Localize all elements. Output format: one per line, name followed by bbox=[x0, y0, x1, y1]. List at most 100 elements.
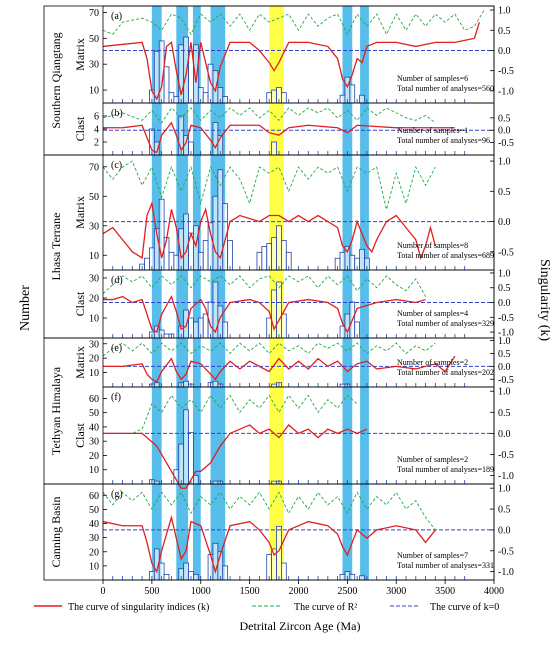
sample-type-label: Clast bbox=[73, 291, 87, 316]
group-label: Lhasa Terrane bbox=[49, 213, 63, 281]
histogram-bar bbox=[349, 84, 356, 104]
left-tick-label: 20 bbox=[89, 294, 99, 305]
r2-curve bbox=[102, 491, 436, 531]
right-tick-label: 0.0 bbox=[498, 126, 511, 137]
right-tick-label: -1.0 bbox=[498, 567, 514, 578]
r2-curve bbox=[102, 9, 485, 36]
histogram-bar bbox=[227, 240, 233, 271]
histogram-bar bbox=[183, 213, 189, 271]
left-tick-label: 70 bbox=[89, 162, 99, 173]
right-tick-label: 0.0 bbox=[498, 362, 511, 373]
histogram-bar bbox=[193, 225, 199, 271]
left-tick-label: 10 bbox=[89, 561, 99, 572]
histogram-bar bbox=[222, 203, 229, 271]
histogram-bar bbox=[280, 313, 287, 339]
histogram-bar bbox=[359, 248, 365, 271]
sample-type-label: Matrix bbox=[73, 196, 87, 229]
right-tick-label: 0.5 bbox=[498, 283, 511, 294]
histogram-bar bbox=[212, 542, 219, 581]
left-tick-label: 30 bbox=[89, 221, 99, 232]
group-label: Southern Qiangtang bbox=[49, 32, 63, 128]
left-tick-label: 30 bbox=[89, 339, 99, 350]
singularity-curve bbox=[102, 514, 436, 574]
right-tick-label: -1.0 bbox=[498, 86, 514, 97]
right-tick-label: 0.5 bbox=[498, 26, 511, 37]
histogram-bar bbox=[202, 313, 209, 339]
right-tick-label: 1.0 bbox=[498, 268, 511, 279]
left-tick-label: 30 bbox=[89, 60, 99, 71]
left-tick-label: 60 bbox=[89, 491, 99, 502]
singularity-curve bbox=[103, 424, 368, 489]
x-tick-label: 4000 bbox=[484, 586, 504, 597]
singularity-curve bbox=[103, 294, 426, 334]
histogram-bar bbox=[276, 281, 282, 339]
x-tick-label: 3500 bbox=[435, 586, 455, 597]
analysis-count: Total number of analyses=329 bbox=[397, 319, 494, 328]
right-tick-label: 0.0 bbox=[498, 429, 511, 440]
histogram-bar bbox=[271, 141, 277, 156]
left-tick-label: 50 bbox=[89, 505, 99, 516]
analysis-count: Total number of analyses=189 bbox=[397, 465, 494, 474]
histogram-bar bbox=[202, 240, 209, 271]
histogram-bar bbox=[144, 257, 150, 271]
panel-letter: (f) bbox=[111, 392, 121, 403]
panel-letter: (g) bbox=[111, 489, 123, 500]
histogram-bar bbox=[271, 237, 277, 271]
histogram-bar bbox=[276, 225, 282, 271]
analysis-count: Total number of analyses=202 bbox=[397, 368, 494, 377]
histogram-bar bbox=[193, 475, 199, 485]
histogram-bar bbox=[271, 383, 277, 388]
histogram-bar bbox=[153, 382, 160, 388]
singularity-curve bbox=[102, 21, 480, 101]
histogram-bar bbox=[193, 573, 199, 581]
left-tick-label: 60 bbox=[89, 394, 99, 405]
left-tick-label: 50 bbox=[89, 192, 99, 203]
singularity-curve bbox=[103, 121, 455, 154]
left-tick-label: 2 bbox=[94, 138, 99, 149]
panel-letter: (b) bbox=[111, 108, 123, 119]
r2-curve bbox=[102, 342, 436, 357]
histogram-bar bbox=[222, 565, 229, 581]
right-tick-label: 0.5 bbox=[498, 408, 511, 419]
x-tick-label: 2000 bbox=[289, 586, 309, 597]
histogram-bar bbox=[163, 333, 170, 339]
sample-type-label: Matrix bbox=[73, 346, 87, 379]
histogram-bar bbox=[222, 96, 229, 104]
right-tick-label: 1.0 bbox=[498, 387, 511, 398]
left-tick-label: 20 bbox=[89, 547, 99, 558]
x-tick-label: 3000 bbox=[386, 586, 406, 597]
x-tick-label: 1000 bbox=[191, 586, 211, 597]
singularity-curve bbox=[102, 201, 436, 260]
right-tick-label: 0.0 bbox=[498, 46, 511, 57]
histogram-bar bbox=[359, 94, 365, 104]
right-tick-label: -0.5 bbox=[498, 546, 514, 557]
histogram-bar bbox=[271, 89, 277, 104]
sample-count: Number of samples=2 bbox=[397, 455, 468, 464]
panel-a: (a) Matrix 70 50 30 10 1.0 0.5 0.0 -0.5 -1.0 Number… bbox=[73, 6, 514, 104]
histogram-bar bbox=[158, 198, 165, 271]
singularity-curve bbox=[103, 355, 456, 383]
histogram-bar bbox=[212, 122, 219, 156]
legend-k0-label: The curve of k=0 bbox=[430, 602, 499, 613]
r2-curve bbox=[102, 275, 426, 297]
left-tick-label: 20 bbox=[89, 354, 99, 365]
right-tick-label: -1.0 bbox=[498, 471, 514, 482]
histogram-bar bbox=[359, 575, 365, 581]
histogram-bar bbox=[280, 562, 287, 581]
right-tick-label: -1.0 bbox=[498, 328, 514, 339]
panel-letter: (c) bbox=[111, 160, 122, 171]
histogram-bar bbox=[207, 222, 214, 271]
left-tick-label: 30 bbox=[89, 533, 99, 544]
left-tick-label: 30 bbox=[89, 274, 99, 285]
right-tick-label: 0.5 bbox=[498, 349, 511, 360]
right-tick-label: 1.0 bbox=[498, 6, 511, 17]
histogram-bar bbox=[183, 562, 189, 581]
right-tick-label: 0.5 bbox=[498, 113, 511, 124]
analysis-count: Total number of analyses=96 bbox=[397, 136, 490, 145]
histogram-bar bbox=[222, 321, 229, 339]
highlight-band-1 bbox=[176, 6, 189, 580]
panel-b: (b) Clast 6 4 2 0.5 0.0-0.5 Number of samples=1… bbox=[73, 102, 514, 156]
panel-letter: (a) bbox=[111, 11, 122, 22]
histogram-bar bbox=[276, 525, 282, 581]
sample-type-label: Clast bbox=[73, 423, 87, 448]
